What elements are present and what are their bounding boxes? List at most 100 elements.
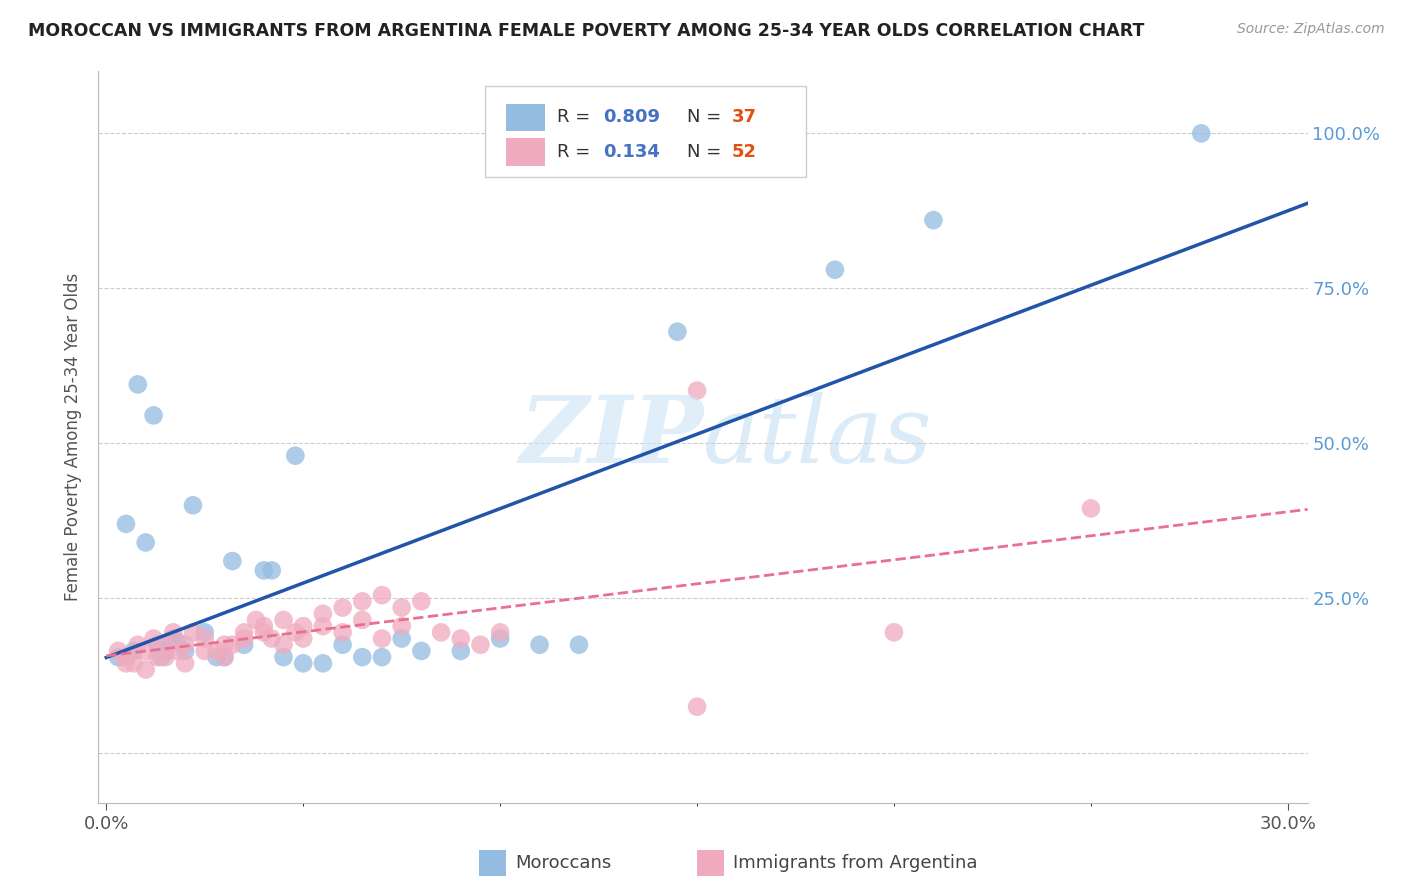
Point bbox=[233, 638, 256, 652]
Point bbox=[883, 625, 905, 640]
Point bbox=[666, 325, 689, 339]
Point bbox=[292, 657, 315, 671]
Point bbox=[194, 625, 217, 640]
Point bbox=[127, 638, 149, 652]
Point bbox=[221, 554, 243, 568]
Point bbox=[174, 644, 197, 658]
Point bbox=[332, 638, 354, 652]
Point bbox=[332, 625, 354, 640]
Point bbox=[142, 632, 165, 646]
Bar bbox=[506, 138, 544, 166]
Point bbox=[253, 625, 276, 640]
Point bbox=[146, 650, 169, 665]
Point bbox=[489, 625, 512, 640]
Point bbox=[122, 644, 145, 658]
Point bbox=[107, 650, 129, 665]
Point bbox=[260, 563, 283, 577]
Text: R =: R = bbox=[557, 109, 596, 127]
Point bbox=[233, 625, 256, 640]
Point bbox=[430, 625, 453, 640]
Point bbox=[166, 634, 188, 648]
Point bbox=[922, 213, 945, 227]
Point bbox=[162, 632, 184, 646]
Bar bbox=[697, 850, 724, 876]
Point bbox=[686, 699, 709, 714]
Y-axis label: Female Poverty Among 25-34 Year Olds: Female Poverty Among 25-34 Year Olds bbox=[63, 273, 82, 601]
Point bbox=[155, 650, 177, 665]
Point bbox=[352, 594, 374, 608]
Point bbox=[391, 600, 413, 615]
Point bbox=[115, 516, 138, 531]
Point bbox=[260, 632, 283, 646]
Text: 0.134: 0.134 bbox=[603, 143, 659, 161]
Point bbox=[174, 657, 197, 671]
Point bbox=[194, 632, 217, 646]
Point bbox=[233, 632, 256, 646]
Text: 52: 52 bbox=[733, 143, 756, 161]
Point bbox=[450, 644, 472, 658]
Point bbox=[162, 625, 184, 640]
Point bbox=[411, 594, 433, 608]
Point bbox=[127, 377, 149, 392]
Point bbox=[1189, 126, 1212, 140]
Point bbox=[253, 563, 276, 577]
Text: N =: N = bbox=[688, 143, 727, 161]
Bar bbox=[479, 850, 506, 876]
Point bbox=[312, 657, 335, 671]
Point bbox=[135, 663, 157, 677]
Point bbox=[292, 632, 315, 646]
Point bbox=[181, 498, 204, 512]
Point bbox=[205, 650, 228, 665]
Point bbox=[332, 600, 354, 615]
Point bbox=[166, 644, 188, 658]
Point bbox=[489, 632, 512, 646]
Text: N =: N = bbox=[688, 109, 727, 127]
Point bbox=[371, 650, 394, 665]
Point bbox=[284, 625, 307, 640]
Point bbox=[371, 588, 394, 602]
Point bbox=[371, 632, 394, 646]
Point bbox=[150, 650, 173, 665]
Text: MOROCCAN VS IMMIGRANTS FROM ARGENTINA FEMALE POVERTY AMONG 25-34 YEAR OLDS CORRE: MOROCCAN VS IMMIGRANTS FROM ARGENTINA FE… bbox=[28, 22, 1144, 40]
Point bbox=[142, 409, 165, 423]
Point bbox=[122, 657, 145, 671]
Point bbox=[253, 619, 276, 633]
Point bbox=[205, 644, 228, 658]
Point bbox=[352, 613, 374, 627]
Point bbox=[115, 657, 138, 671]
Point bbox=[155, 644, 177, 658]
Text: 0.809: 0.809 bbox=[603, 109, 659, 127]
Point bbox=[1080, 501, 1102, 516]
Point bbox=[391, 619, 413, 633]
Text: 37: 37 bbox=[733, 109, 756, 127]
Text: R =: R = bbox=[557, 143, 596, 161]
Point bbox=[450, 632, 472, 646]
Point bbox=[391, 632, 413, 646]
Point bbox=[312, 607, 335, 621]
Point bbox=[273, 650, 295, 665]
Point bbox=[352, 650, 374, 665]
Point bbox=[155, 638, 177, 652]
FancyBboxPatch shape bbox=[485, 86, 806, 178]
Text: Moroccans: Moroccans bbox=[516, 854, 612, 871]
Point bbox=[221, 638, 243, 652]
Point bbox=[245, 613, 267, 627]
Point bbox=[529, 638, 551, 652]
Point bbox=[115, 650, 138, 665]
Point bbox=[194, 644, 217, 658]
Point bbox=[214, 638, 236, 652]
Point bbox=[273, 638, 295, 652]
Point bbox=[312, 619, 335, 633]
Point bbox=[686, 384, 709, 398]
Point bbox=[107, 644, 129, 658]
Bar bbox=[506, 103, 544, 131]
Point bbox=[284, 449, 307, 463]
Text: atlas: atlas bbox=[703, 392, 932, 482]
Point bbox=[135, 535, 157, 549]
Point bbox=[146, 638, 169, 652]
Point bbox=[214, 650, 236, 665]
Point bbox=[292, 619, 315, 633]
Point bbox=[411, 644, 433, 658]
Point bbox=[135, 644, 157, 658]
Text: Source: ZipAtlas.com: Source: ZipAtlas.com bbox=[1237, 22, 1385, 37]
